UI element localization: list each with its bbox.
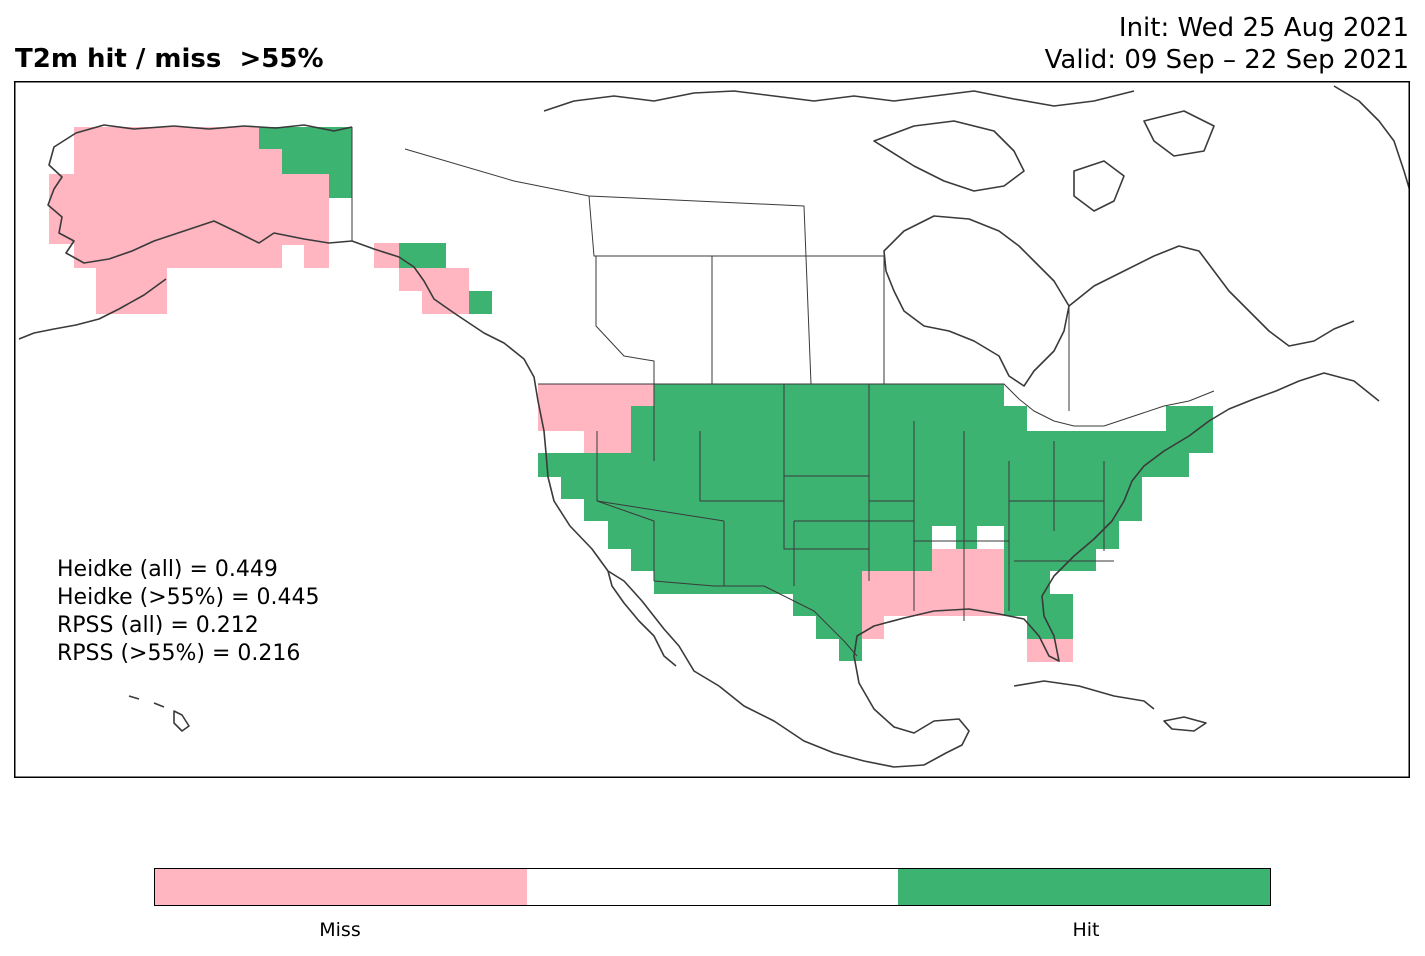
colorbar-label-hit: Hit xyxy=(1072,919,1100,941)
border-us-mexico xyxy=(653,580,858,657)
hit-cells xyxy=(259,127,1213,661)
map-svg xyxy=(14,81,1410,778)
miss-region-south-florida xyxy=(1027,639,1073,662)
coast-mexico-west xyxy=(718,685,925,768)
coast-aleutians xyxy=(18,278,167,340)
hit-region-yukon-panhandle xyxy=(399,243,446,268)
miss-region-alaska xyxy=(49,127,329,268)
miss-cells xyxy=(49,127,1073,662)
stat-rpss-all: RPSS (all) = 0.212 xyxy=(57,613,259,638)
coastlines xyxy=(18,85,1410,768)
coast-pacific xyxy=(351,240,720,687)
colorbar-label-miss: Miss xyxy=(319,919,361,941)
border-us-canada xyxy=(538,383,1215,427)
stat-heidke-55: Heidke (>55%) = 0.445 xyxy=(57,585,320,610)
borders xyxy=(351,127,1215,657)
border-canada-provinces xyxy=(404,148,1070,411)
map-border xyxy=(14,81,1410,778)
hit-region-bc-coast xyxy=(469,291,492,314)
coast-gulf xyxy=(853,372,1380,766)
stat-heidke-all: Heidke (all) = 0.449 xyxy=(57,557,278,582)
colorbar xyxy=(154,868,1271,906)
coast-alaska xyxy=(47,124,353,264)
miss-region-pacific-northwest xyxy=(538,384,654,453)
coast-hispaniola xyxy=(1163,716,1207,732)
coast-cuba xyxy=(1013,680,1155,710)
coast-arctic-islands xyxy=(543,90,1215,212)
hit-region-northern-alaska xyxy=(259,127,352,198)
colorbar-miss-segment xyxy=(155,869,527,905)
colorbar-neutral-segment xyxy=(526,869,899,905)
date-info: Init: Wed 25 Aug 2021 Valid: 09 Sep – 22… xyxy=(1045,12,1409,76)
colorbar-hit-segment xyxy=(898,869,1271,905)
verification-stats: Heidke (all) = 0.449 Heidke (>55%) = 0.4… xyxy=(57,556,320,668)
stat-rpss-55: RPSS (>55%) = 0.216 xyxy=(57,641,301,666)
valid-period: Valid: 09 Sep – 22 Sep 2021 xyxy=(1044,45,1409,75)
init-date: Init: Wed 25 Aug 2021 xyxy=(1118,13,1409,43)
miss-region-alaska-peninsula xyxy=(96,268,167,314)
map-title: T2m hit / miss >55% xyxy=(15,44,324,74)
coast-baja xyxy=(607,570,677,667)
map-panel xyxy=(14,81,1410,778)
miss-region-gulf-coast xyxy=(862,526,1004,639)
coast-hudson-bay xyxy=(883,215,1070,387)
coast-greenland xyxy=(1333,85,1410,192)
coast-hawaii xyxy=(128,695,190,732)
coast-labrador xyxy=(1068,245,1355,347)
border-us-states xyxy=(596,384,1114,621)
